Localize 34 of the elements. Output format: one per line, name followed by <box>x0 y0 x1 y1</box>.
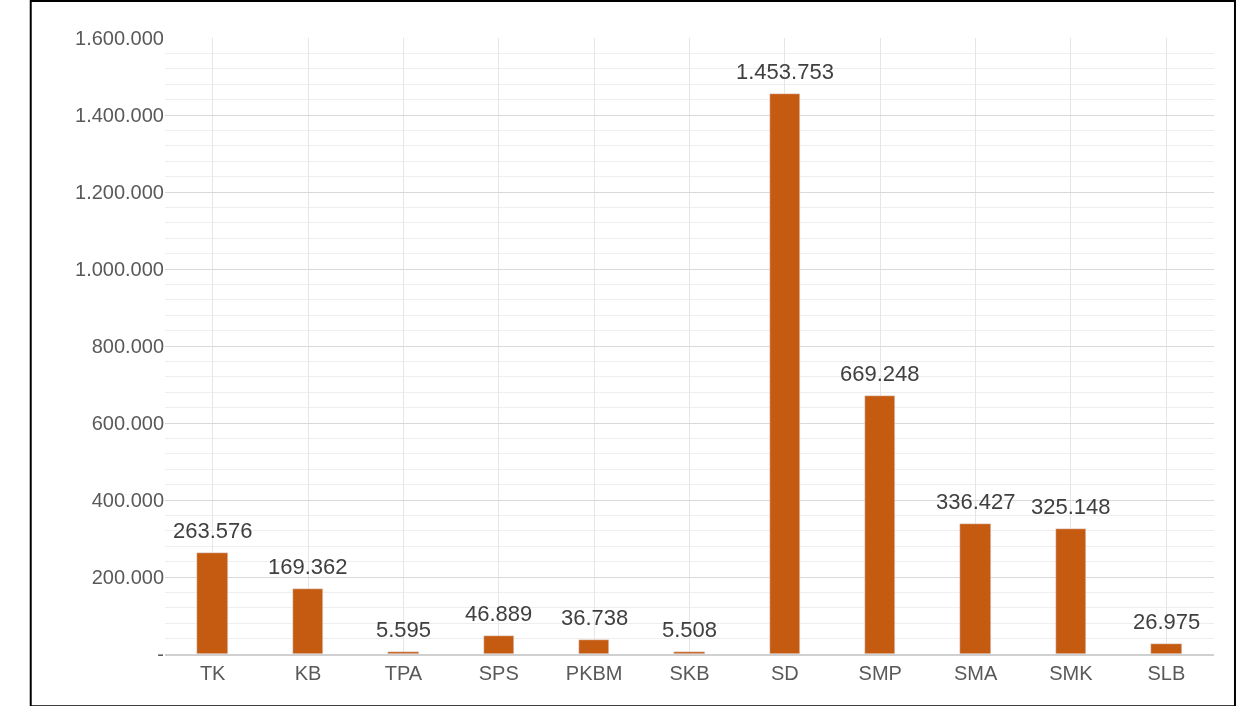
x-tick-label: SKB <box>669 662 710 684</box>
x-tick-label: SD <box>770 662 799 684</box>
y-tick-label: 400.000 <box>91 489 164 511</box>
data-label: 26.975 <box>1133 609 1201 634</box>
data-label: 669.248 <box>840 361 920 386</box>
y-tick-label: 800.000 <box>91 335 164 357</box>
y-tick-label: 1.000.000 <box>75 258 164 280</box>
x-tick-label: SPS <box>478 662 519 684</box>
y-tick-label: 1.600.000 <box>75 27 164 49</box>
data-label: 336.427 <box>936 489 1016 514</box>
data-label: 263.576 <box>173 518 253 543</box>
data-label: 5.508 <box>662 617 718 642</box>
data-label: 46.889 <box>465 601 533 626</box>
x-tick-label: TK <box>199 662 227 684</box>
data-label: 36.738 <box>561 605 629 630</box>
y-tick-label: 1.200.000 <box>75 181 164 203</box>
data-label: 5.595 <box>376 617 432 642</box>
y-tick-label: 1.400.000 <box>75 104 164 126</box>
data-label: 325.148 <box>1031 494 1111 519</box>
y-tick-label: 600.000 <box>91 412 164 434</box>
data-label: 1.453.753 <box>736 59 834 84</box>
bar <box>1150 643 1182 654</box>
y-tick-label: - <box>157 643 164 665</box>
bar <box>673 651 705 654</box>
x-tick-label: TPA <box>384 662 423 684</box>
x-tick-label: SMA <box>953 662 998 684</box>
data-label: 169.362 <box>268 554 348 579</box>
x-tick-label: PKBM <box>565 662 623 684</box>
x-tick-label: SLB <box>1147 662 1186 684</box>
bar <box>387 651 419 654</box>
x-tick-label: KB <box>294 662 322 684</box>
x-tick-label: SMP <box>858 662 902 684</box>
y-tick-label: 200.000 <box>91 566 164 588</box>
x-tick-label: SMK <box>1049 662 1094 684</box>
